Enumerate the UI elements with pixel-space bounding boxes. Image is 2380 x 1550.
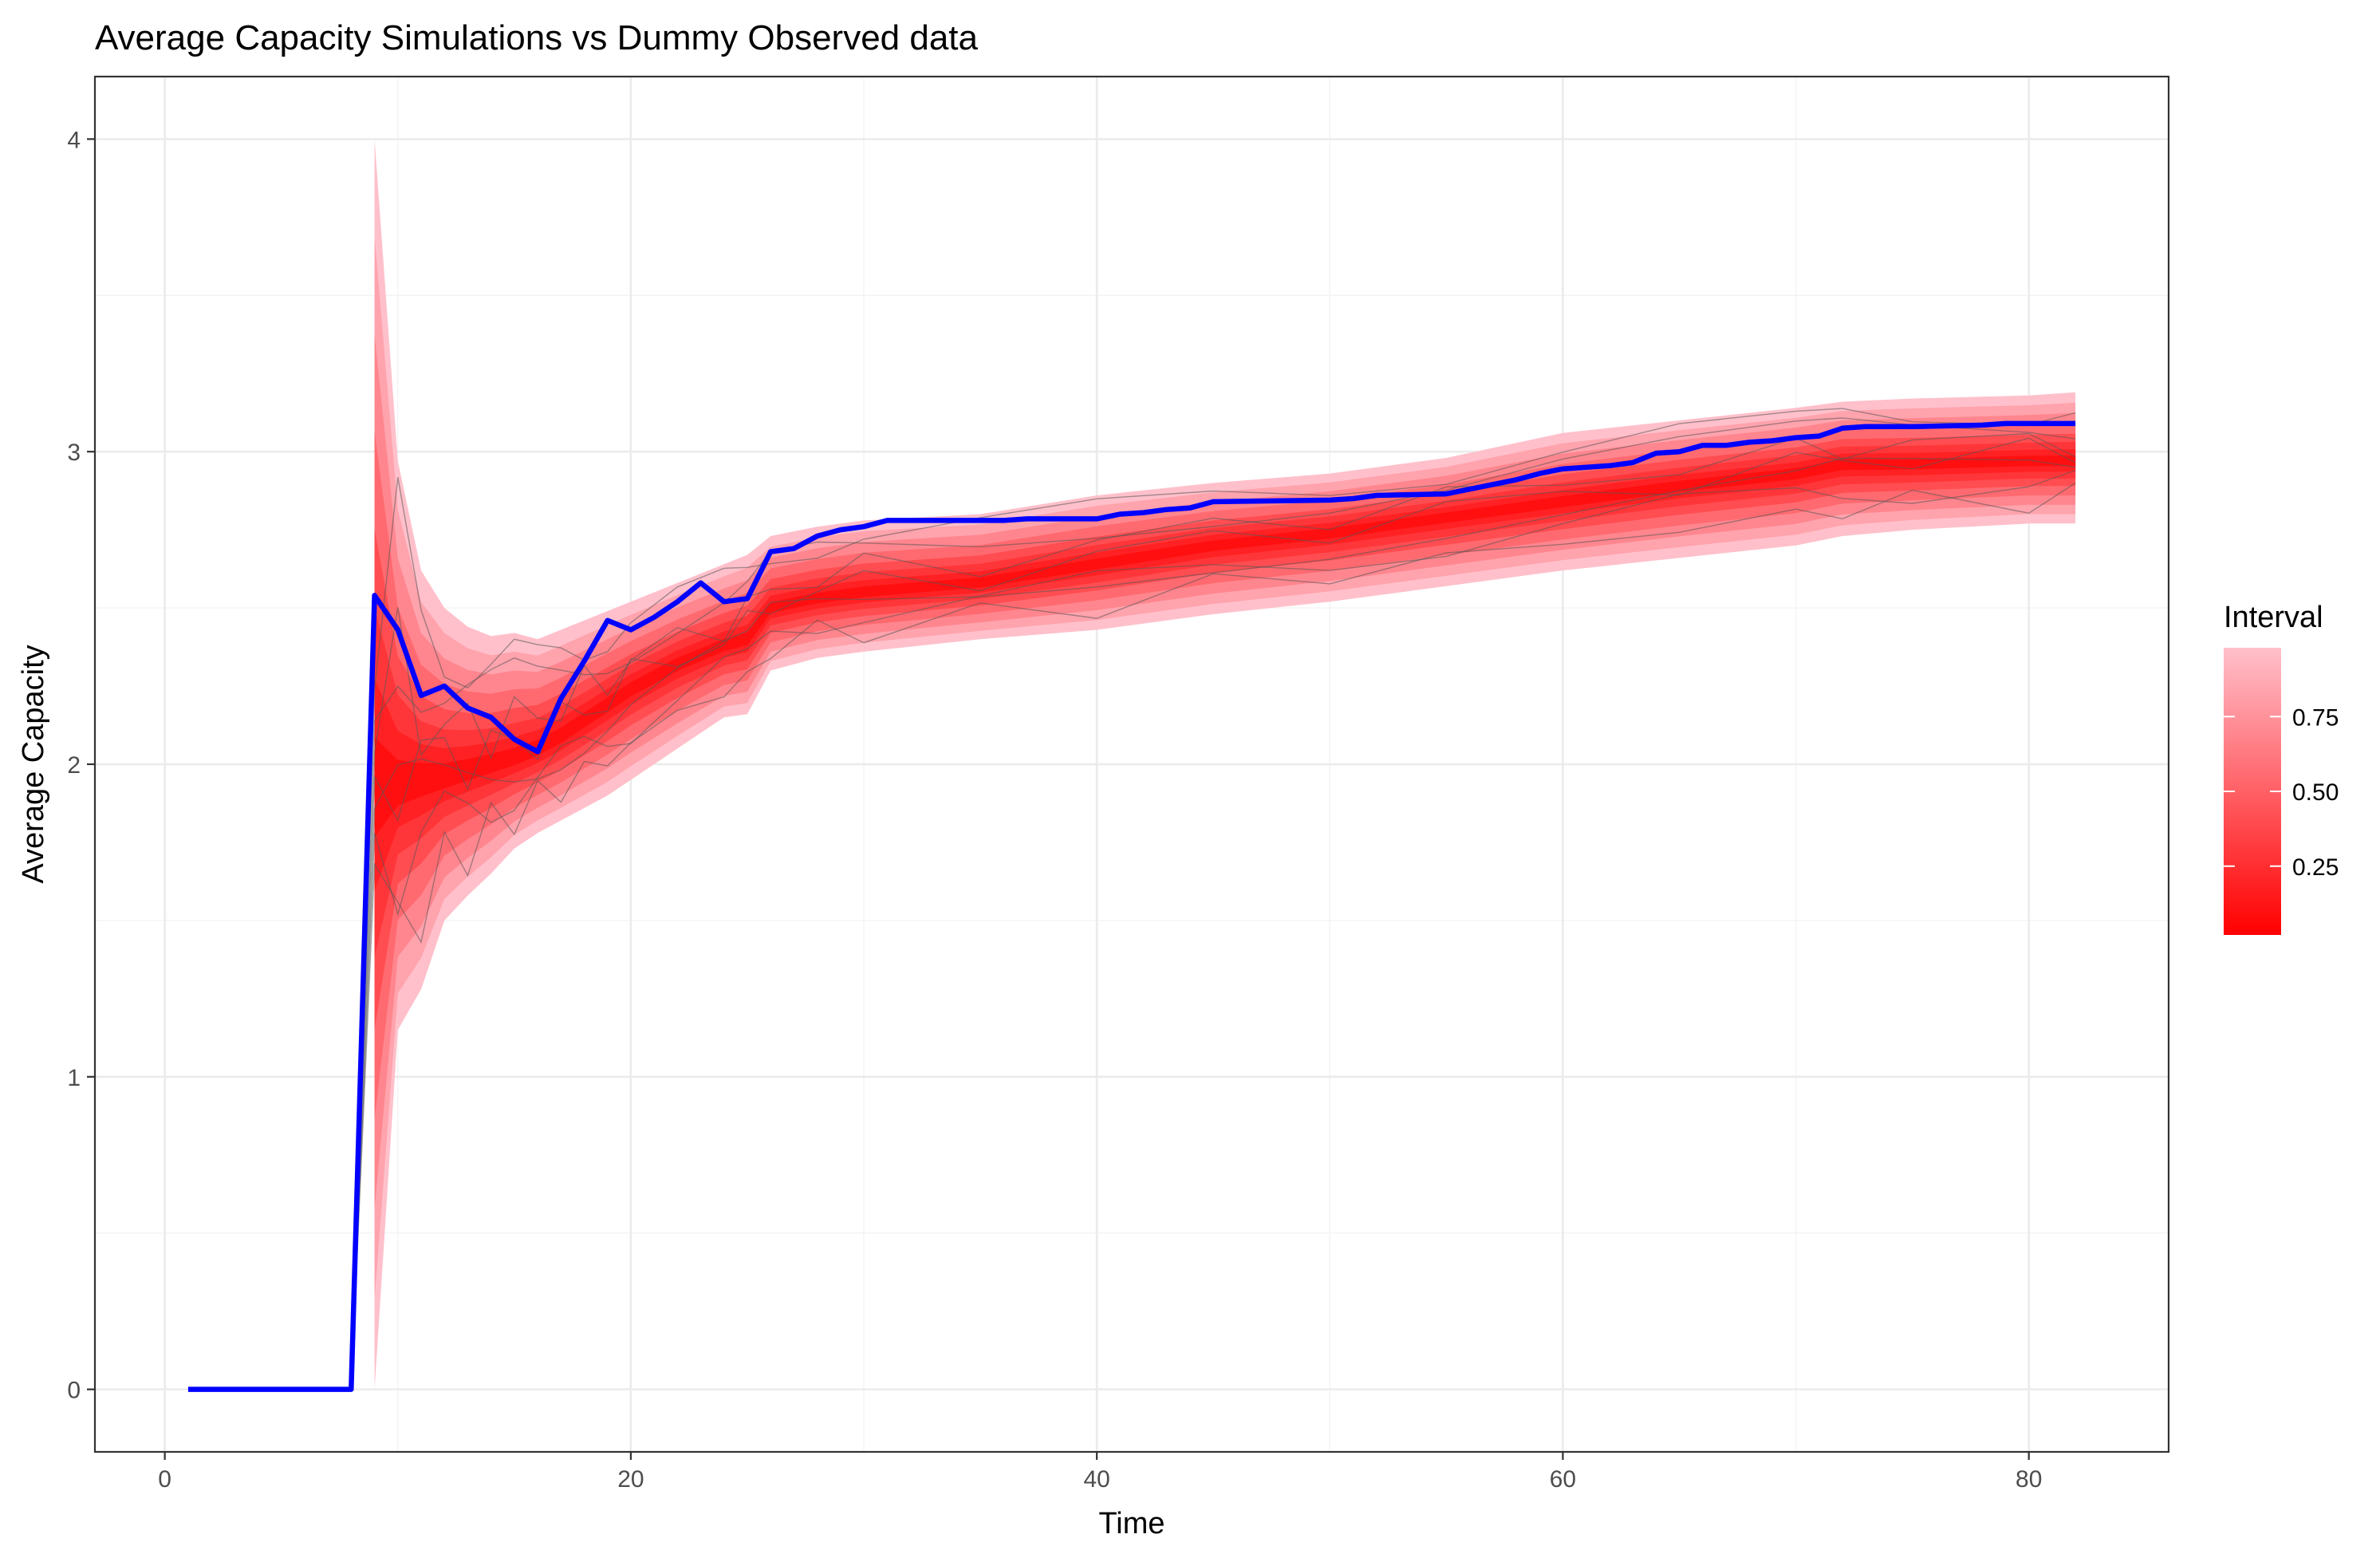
y-tick-label: 4	[67, 127, 81, 153]
interval-band	[374, 333, 2076, 1209]
y-tick-label: 1	[67, 1065, 81, 1091]
observed-series	[187, 420, 2076, 1392]
legend-tick-label: 0.50	[2292, 779, 2339, 806]
observed-line	[187, 420, 2076, 1392]
simulation-line	[350, 408, 2076, 1390]
simulation-line	[350, 437, 2076, 1390]
legend-ticks: 0.25 0.50 0.75	[2224, 704, 2339, 881]
interval-band	[374, 449, 2076, 892]
simulation-line	[350, 482, 2076, 1390]
simulation-line	[350, 457, 2076, 1390]
x-axis: 0 20 40 60 80	[158, 1452, 2042, 1493]
legend-tick-label: 0.25	[2292, 854, 2339, 881]
legend: Interval 0.25 0.50 0.75	[2224, 601, 2339, 935]
x-tick-label: 40	[1083, 1466, 1109, 1493]
x-tick-label: 20	[617, 1466, 644, 1493]
y-tick-label: 3	[67, 440, 81, 466]
x-tick-label: 80	[2016, 1466, 2042, 1493]
legend-tick-label: 0.75	[2292, 704, 2339, 731]
y-axis-title: Average Capacity	[17, 645, 50, 883]
simulation-line	[350, 469, 2076, 1390]
y-axis: 0 1 2 3 4	[67, 127, 95, 1404]
simulation-lines	[350, 408, 2076, 1390]
y-tick-label: 0	[67, 1378, 81, 1404]
legend-title: Interval	[2224, 601, 2323, 634]
simulation-line	[350, 417, 2076, 1390]
x-tick-label: 60	[1550, 1466, 1576, 1493]
y-tick-label: 2	[67, 752, 81, 779]
chart-title: Average Capacity Simulations vs Dummy Ob…	[95, 18, 979, 57]
x-tick-label: 0	[158, 1466, 171, 1493]
x-axis-title: Time	[1098, 1507, 1164, 1540]
